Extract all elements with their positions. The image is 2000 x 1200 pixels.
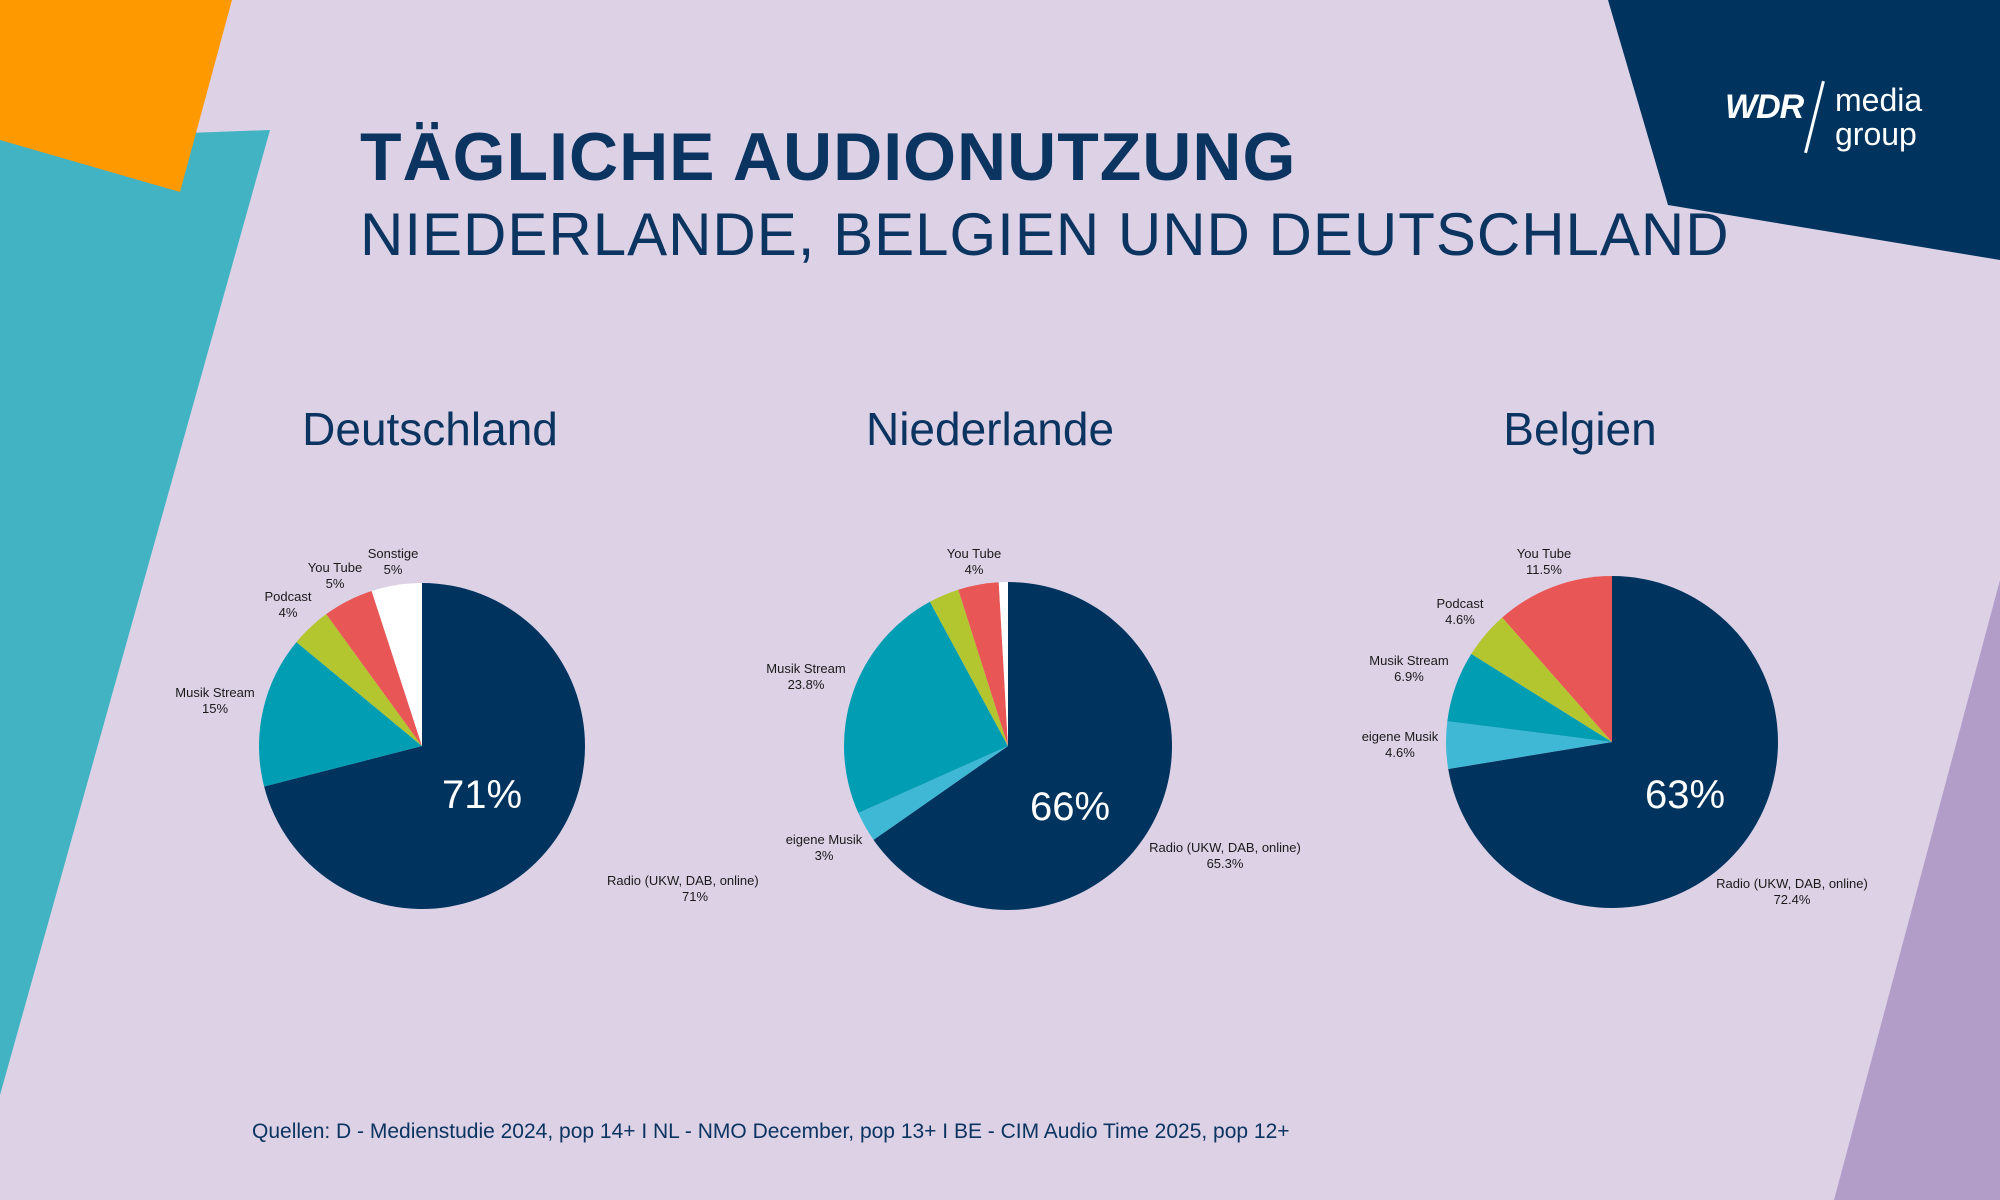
slice-label: You Tube — [947, 546, 1001, 561]
slice-label: eigene Musik — [786, 832, 863, 847]
slice-value-label: 4.6% — [1385, 745, 1415, 760]
slice-value-label: 23.8% — [788, 677, 825, 692]
slice-value-label: 6.9% — [1394, 669, 1424, 684]
wdr-mediagroup-logo: WDR media group — [1725, 80, 1935, 160]
logo-divider — [1804, 80, 1825, 154]
orange-shape — [0, 0, 232, 192]
pie-slice — [326, 590, 422, 746]
pie-slice — [1448, 576, 1778, 909]
navy-corner-shape — [1608, 0, 2000, 260]
slice-value-label: 4% — [279, 605, 298, 620]
turquoise-shape — [0, 130, 270, 1095]
pie-slice — [998, 582, 1008, 746]
slice-value-label: 5% — [384, 562, 403, 577]
pie-slice — [371, 583, 422, 746]
pie-slice — [929, 589, 1008, 746]
pie-slice — [873, 581, 1172, 910]
logo-line-1: media — [1835, 82, 1923, 118]
pie-slice — [844, 601, 1008, 814]
slice-label: Musik Stream — [175, 685, 254, 700]
source-note: Quellen: D - Medienstudie 2024, pop 14+ … — [252, 1120, 1290, 1143]
slice-label: Radio (UKW, DAB, online) — [1716, 876, 1868, 891]
pie-title: Deutschland — [302, 403, 558, 455]
pie-slice — [958, 582, 1008, 746]
slice-label: Podcast — [265, 589, 312, 604]
pie-slice — [264, 583, 585, 910]
slice-label: Musik Stream — [1369, 653, 1448, 668]
page-title: TÄGLICHE AUDIONUTZUNG — [360, 119, 1297, 195]
slice-label: Sonstige — [368, 546, 419, 561]
pie-slice — [1502, 576, 1612, 742]
slice-value-label: 5% — [326, 576, 345, 591]
slice-label: Podcast — [1437, 596, 1484, 611]
slice-value-label: 71% — [682, 889, 708, 904]
pie-slice — [1445, 721, 1612, 769]
slice-value-label: 72.4% — [1774, 892, 1811, 907]
pie-center-label: 66% — [1030, 785, 1110, 829]
slice-label: Radio (UKW, DAB, online) — [607, 873, 759, 888]
pie-center-label: 71% — [442, 773, 522, 817]
pie-slice — [1447, 653, 1612, 742]
logo-line-2: group — [1835, 116, 1917, 152]
slice-label: You Tube — [1517, 546, 1571, 561]
pie-center-label: 63% — [1645, 773, 1725, 817]
slice-label: eigene Musik — [1362, 729, 1439, 744]
slice-value-label: 4.6% — [1445, 612, 1475, 627]
slice-value-label: 3% — [815, 848, 834, 863]
pie-slice — [258, 642, 422, 787]
slice-value-label: 65.3% — [1207, 856, 1244, 871]
pie-slice — [858, 746, 1008, 840]
page-subtitle: NIEDERLANDE, BELGIEN UND DEUTSCHLAND — [360, 201, 1730, 268]
logo-brand: WDR — [1725, 88, 1804, 126]
slice-label: Radio (UKW, DAB, online) — [1149, 840, 1301, 855]
pie-slice — [296, 614, 422, 746]
purple-shape — [1834, 580, 2000, 1200]
pie-slice — [1471, 617, 1612, 742]
slice-value-label: 4% — [965, 562, 984, 577]
pie-title: Niederlande — [866, 403, 1114, 455]
pie-chart: Niederlande Radio (UKW, DAB, online)65.3%… — [766, 403, 1301, 910]
slice-label: You Tube — [308, 560, 362, 575]
pie-title: Belgien — [1503, 403, 1656, 455]
slice-label: Musik Stream — [766, 661, 845, 676]
slice-value-label: 11.5% — [1526, 562, 1562, 577]
pie-chart: Belgien Radio (UKW, DAB, online)72.4% eige… — [1362, 403, 1868, 909]
slice-value-label: 15% — [202, 701, 228, 716]
